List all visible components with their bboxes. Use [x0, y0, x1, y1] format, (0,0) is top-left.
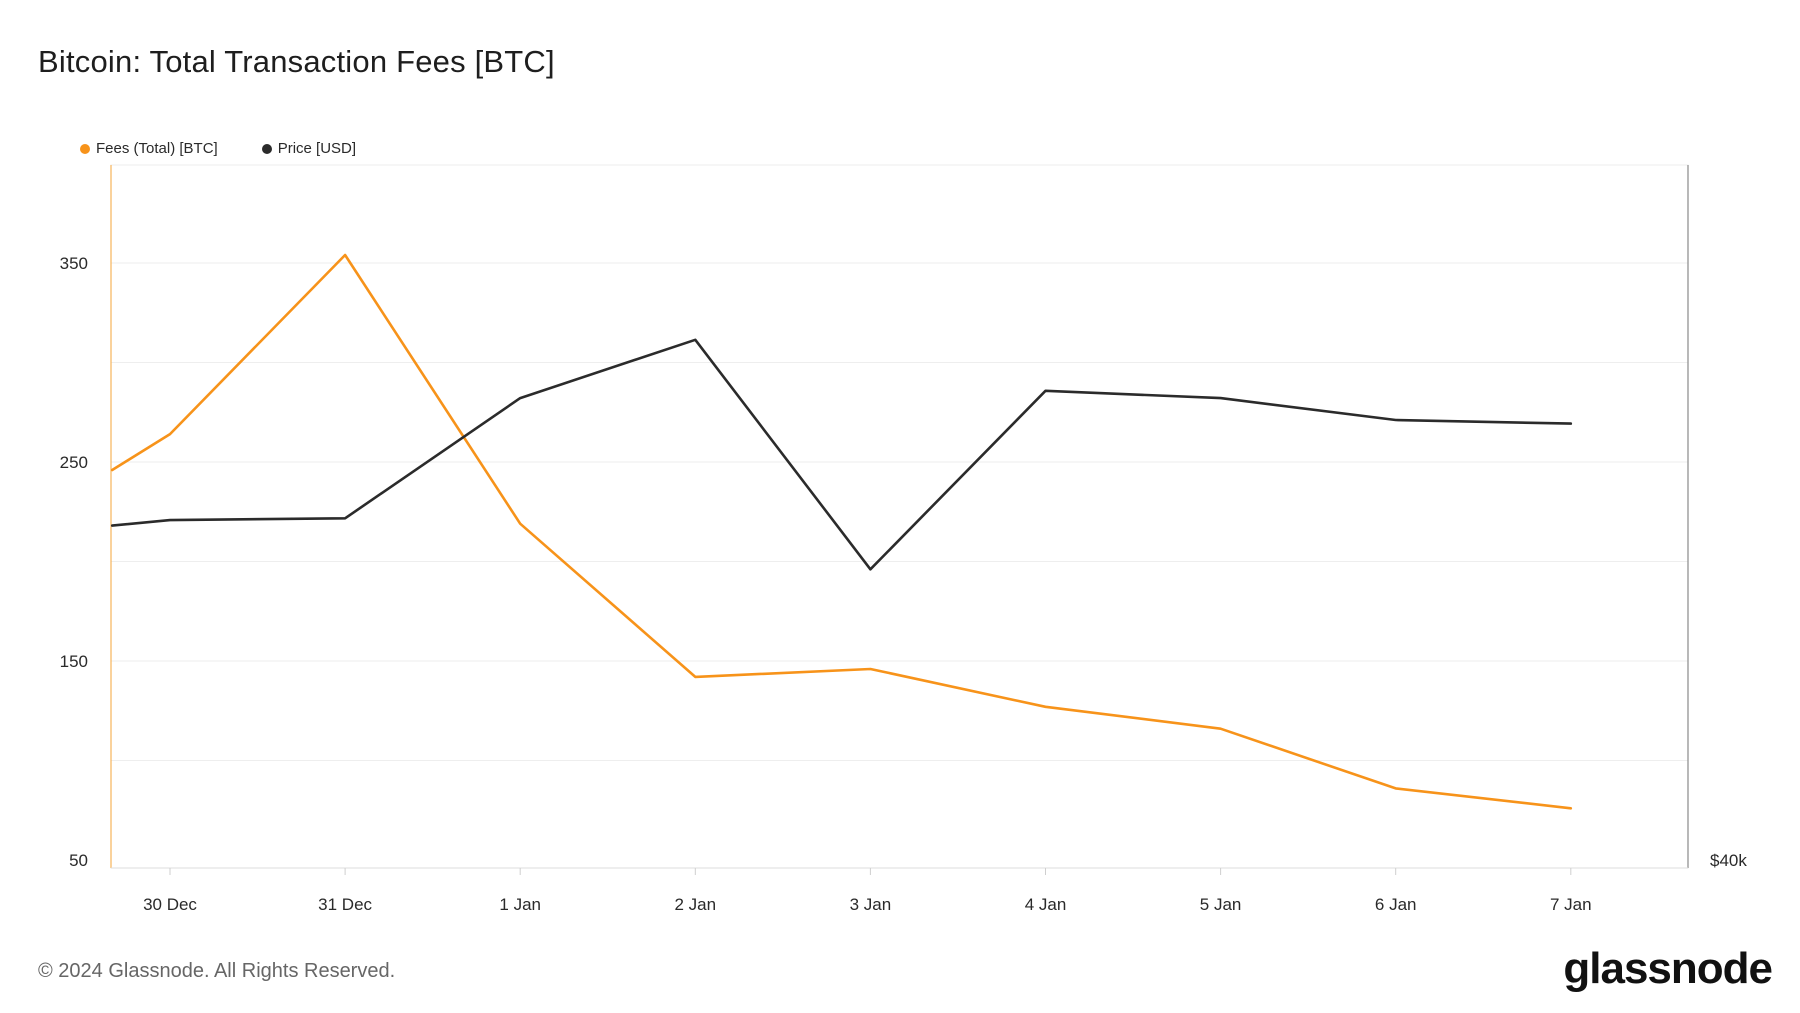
x-tick-label: 31 Dec — [318, 895, 372, 914]
x-tick-label: 6 Jan — [1375, 895, 1417, 914]
y-tick-label: 350 — [60, 254, 88, 273]
y-tick-label: 250 — [60, 453, 88, 472]
x-tick-label: 5 Jan — [1200, 895, 1242, 914]
x-tick-label: 1 Jan — [499, 895, 541, 914]
fees-series-line — [110, 253, 1573, 810]
glassnode-logo: glassnode — [1563, 944, 1773, 993]
chart-title: Bitcoin: Total Transaction Fees [BTC] — [38, 44, 555, 79]
x-tick-label: 30 Dec — [143, 895, 197, 914]
x-tick-label: 3 Jan — [850, 895, 892, 914]
x-tick-label: 4 Jan — [1025, 895, 1067, 914]
legend-dot-fees — [80, 143, 90, 154]
x-tick-label: 2 Jan — [675, 895, 717, 914]
price-series-line — [110, 338, 1573, 571]
legend-item-price[interactable]: Price [USD] — [261, 140, 357, 157]
legend: Fees (Total) [BTC] Price [USD] — [80, 140, 356, 157]
x-tick-label: 7 Jan — [1550, 895, 1592, 914]
y-right-tick-label: $40k — [1710, 851, 1747, 870]
legend-label-price: Price [USD] — [277, 140, 357, 157]
legend-dot-price — [261, 143, 272, 154]
y-tick-label: 50 — [69, 851, 88, 870]
copyright-text: © 2024 Glassnode. All Rights Reserved. — [38, 960, 396, 982]
legend-label-fees: Fees (Total) [BTC] — [96, 140, 218, 157]
y-tick-label: 150 — [60, 652, 88, 671]
legend-item-fees[interactable]: Fees (Total) [BTC] — [80, 140, 218, 157]
